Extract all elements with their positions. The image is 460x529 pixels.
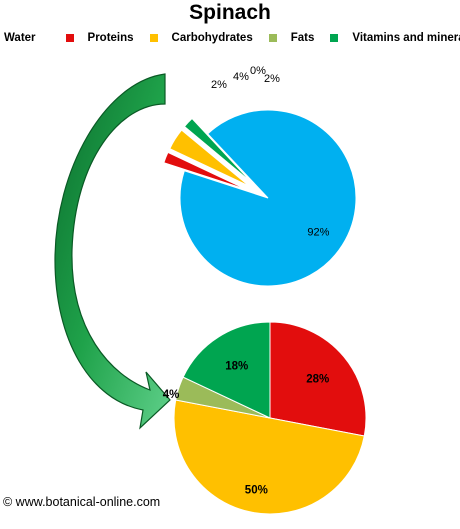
legend-label-vitamins: Vitamins and minerals (352, 32, 460, 44)
legend-item-water: Water (4, 32, 36, 44)
pie2-label-proteins: 28% (306, 373, 329, 385)
legend-label-water: Water (4, 32, 36, 44)
pie1-slice-fats (182, 126, 252, 185)
legend-swatch-vitamins (330, 34, 339, 42)
pie1-slice-water (179, 109, 357, 287)
legend: Water Proteins Carbohydrates Fats Vitami… (4, 30, 460, 46)
pie2-label-fats: 4% (163, 389, 180, 401)
pie1-label-proteins: 2% (211, 79, 227, 91)
chart-title: Spinach (189, 1, 271, 24)
legend-swatch-carbohydrates (149, 34, 158, 42)
pie1-label-carbohydrates: 4% (233, 71, 249, 83)
pie2-slice-carbohydrates (173, 399, 365, 515)
pie2-slice-vitamins-and-minerals (182, 321, 271, 419)
pie-chart-total: 92%2%4% 0%2% (163, 65, 357, 287)
legend-swatch-proteins (65, 34, 74, 42)
legend-swatch-fats (268, 34, 277, 42)
pie2-slice-proteins (269, 321, 367, 437)
pie2-label-vitamins-and-minerals: 18% (225, 361, 248, 373)
legend-label-proteins: Proteins (87, 32, 134, 44)
pie1-label-vitamins-and-minerals: 2% (264, 73, 280, 85)
pie1-slice-carbohydrates (169, 129, 250, 187)
pie2-label-carbohydrates: 50% (245, 485, 268, 497)
curved-arrow (54, 73, 171, 430)
legend-label-fats: Fats (290, 32, 315, 44)
legend-item-fats: Fats (268, 32, 315, 44)
legend-item-vitamins: Vitamins and minerals (330, 32, 460, 44)
pie1-label-water: 92% (307, 226, 329, 238)
legend-label-carbohydrates: Carbohydrates (171, 32, 253, 44)
legend-item-carbohydrates: Carbohydrates (149, 32, 253, 44)
pie1-slice-vitamins-and-minerals (183, 117, 253, 184)
legend-item-proteins: Proteins (65, 32, 134, 44)
credit-text: © www.botanical-online.com (3, 495, 161, 509)
pie-chart-nutrients: 28% 50% 4% 18% (163, 321, 367, 515)
pie1-label-fats: 0% (250, 65, 266, 77)
pie1-slice-proteins (163, 151, 248, 191)
